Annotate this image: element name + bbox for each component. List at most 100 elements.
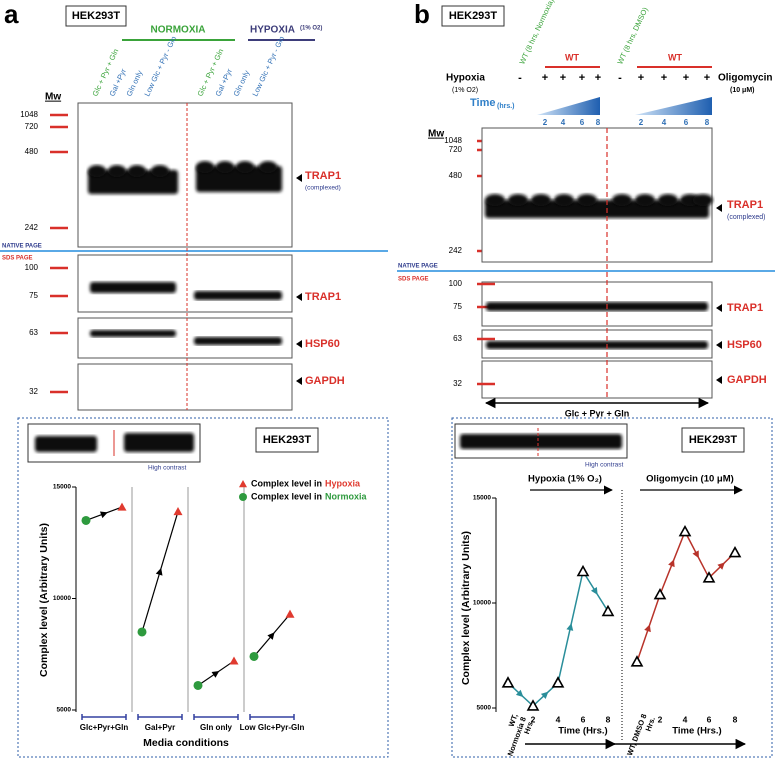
- cell-line-box: [255, 427, 319, 453]
- gel-type: SDS PAGE: [398, 277, 429, 283]
- sign: +: [661, 72, 667, 84]
- x-tick-label: 8: [606, 714, 611, 724]
- band: [90, 282, 176, 293]
- series-line: [636, 529, 736, 663]
- direction-arrow: [566, 623, 574, 631]
- direction-arrow: [692, 550, 699, 559]
- treatment-label: Hypoxia: [446, 73, 485, 84]
- pointer-arrow: [716, 376, 722, 384]
- mw-label: Mw: [45, 92, 61, 103]
- band: [635, 194, 655, 206]
- panel-label: b: [414, 0, 430, 29]
- band: [194, 337, 282, 345]
- protein-label: TRAP1: [727, 199, 763, 211]
- pointer-arrow: [296, 340, 302, 348]
- data-point: [501, 676, 515, 688]
- band: [460, 434, 622, 449]
- band: [693, 194, 713, 206]
- mw-marker: 480: [449, 171, 463, 180]
- cell-line-box: [441, 5, 505, 27]
- panel-frame: [451, 417, 773, 758]
- sign: +: [704, 72, 710, 84]
- data-point: [601, 604, 615, 617]
- sign: +: [683, 72, 689, 84]
- legend-text: Normoxia: [325, 491, 368, 501]
- protein-label: TRAP1: [727, 302, 763, 314]
- mw-marker: 32: [453, 379, 462, 388]
- x-tick-label: 6: [707, 714, 712, 724]
- hypoxia-point: [285, 609, 295, 618]
- mw-marker: 100: [449, 279, 463, 288]
- cell-line-box: [681, 427, 745, 453]
- cell-line: HEK293T: [263, 434, 312, 446]
- condition-label: HYPOXIA: [250, 25, 295, 36]
- mw-marker: 480: [25, 147, 39, 156]
- band: [151, 165, 169, 177]
- legend-text: Complex level in: [251, 491, 322, 501]
- band: [612, 194, 632, 206]
- x-tick-label: Glc+Pyr+Gln: [80, 723, 129, 732]
- protein-note: (complexed): [727, 214, 766, 221]
- time-wedge: [537, 97, 600, 115]
- panel-frame: [17, 417, 389, 758]
- direction-arrow: [668, 559, 675, 568]
- cell-line: HEK293T: [72, 10, 121, 22]
- x-tick-label: 2: [658, 714, 663, 724]
- y-tick-label: 10000: [53, 595, 71, 602]
- mw-marker: 242: [25, 223, 39, 232]
- direction-arrow: [267, 632, 275, 640]
- time-label: Time: [470, 97, 495, 109]
- time-point: 8: [596, 118, 601, 127]
- gel-type: SDS PAGE: [2, 256, 33, 262]
- condition-label: NORMOXIA: [151, 25, 206, 36]
- protein-label: HSP60: [305, 338, 340, 350]
- sign: +: [638, 72, 644, 84]
- mw-marker: 32: [29, 387, 38, 396]
- normoxia-point: [81, 515, 91, 525]
- treatment-note: (1% O2): [452, 87, 478, 94]
- time-point: 2: [639, 118, 644, 127]
- y-axis-title: Complex level (Arbitrary Units): [38, 523, 50, 677]
- x-tick-label: 8: [733, 714, 738, 724]
- treatment-note: (10 μM): [730, 87, 755, 94]
- normoxia-point: [137, 627, 147, 637]
- protein-label: TRAP1: [305, 170, 341, 182]
- time-wedge: [635, 97, 712, 115]
- band: [577, 194, 597, 206]
- protein-label: HSP60: [727, 339, 762, 351]
- panel-label: a: [4, 0, 19, 29]
- protein-label: GAPDH: [305, 375, 345, 387]
- pointer-arrow: [716, 341, 722, 349]
- gel-type: NATIVE PAGE: [398, 264, 438, 270]
- data-point: [526, 699, 540, 711]
- lane-label: WT (8 hrs, DMSO): [615, 5, 650, 65]
- band: [508, 194, 528, 206]
- x-tick-label: 4: [683, 714, 688, 724]
- legend-text: Hypoxia: [325, 478, 361, 488]
- band: [658, 194, 678, 206]
- cell-line: HEK293T: [689, 434, 738, 446]
- lane-label: Gln only: [124, 69, 144, 98]
- mw-marker: 720: [25, 122, 39, 131]
- mw-marker: 242: [449, 246, 463, 255]
- blot: [77, 363, 293, 411]
- blot: [481, 360, 713, 399]
- x-tick-label: 6: [581, 714, 586, 724]
- x-axis-title: Time (Hrs.): [672, 726, 721, 737]
- y-axis-title: Complex level (Arbitrary Units): [460, 531, 472, 685]
- sign: +: [579, 72, 585, 84]
- y-tick-label: 15000: [53, 484, 71, 491]
- direction-arrow: [515, 689, 524, 698]
- annotation: Hypoxia (1% O₂): [528, 474, 602, 485]
- lane-label: WT (8 hrs, Normoxia): [517, 0, 556, 66]
- direction-arrow: [717, 562, 725, 570]
- pointer-arrow: [296, 377, 302, 385]
- direction-arrow: [211, 670, 220, 678]
- group-label: WT: [565, 52, 579, 62]
- sign: -: [618, 72, 622, 84]
- y-tick-label: 5000: [57, 707, 72, 714]
- normoxia-point: [249, 651, 259, 661]
- pointer-arrow: [716, 204, 722, 212]
- protein-note: (complexed): [305, 185, 341, 192]
